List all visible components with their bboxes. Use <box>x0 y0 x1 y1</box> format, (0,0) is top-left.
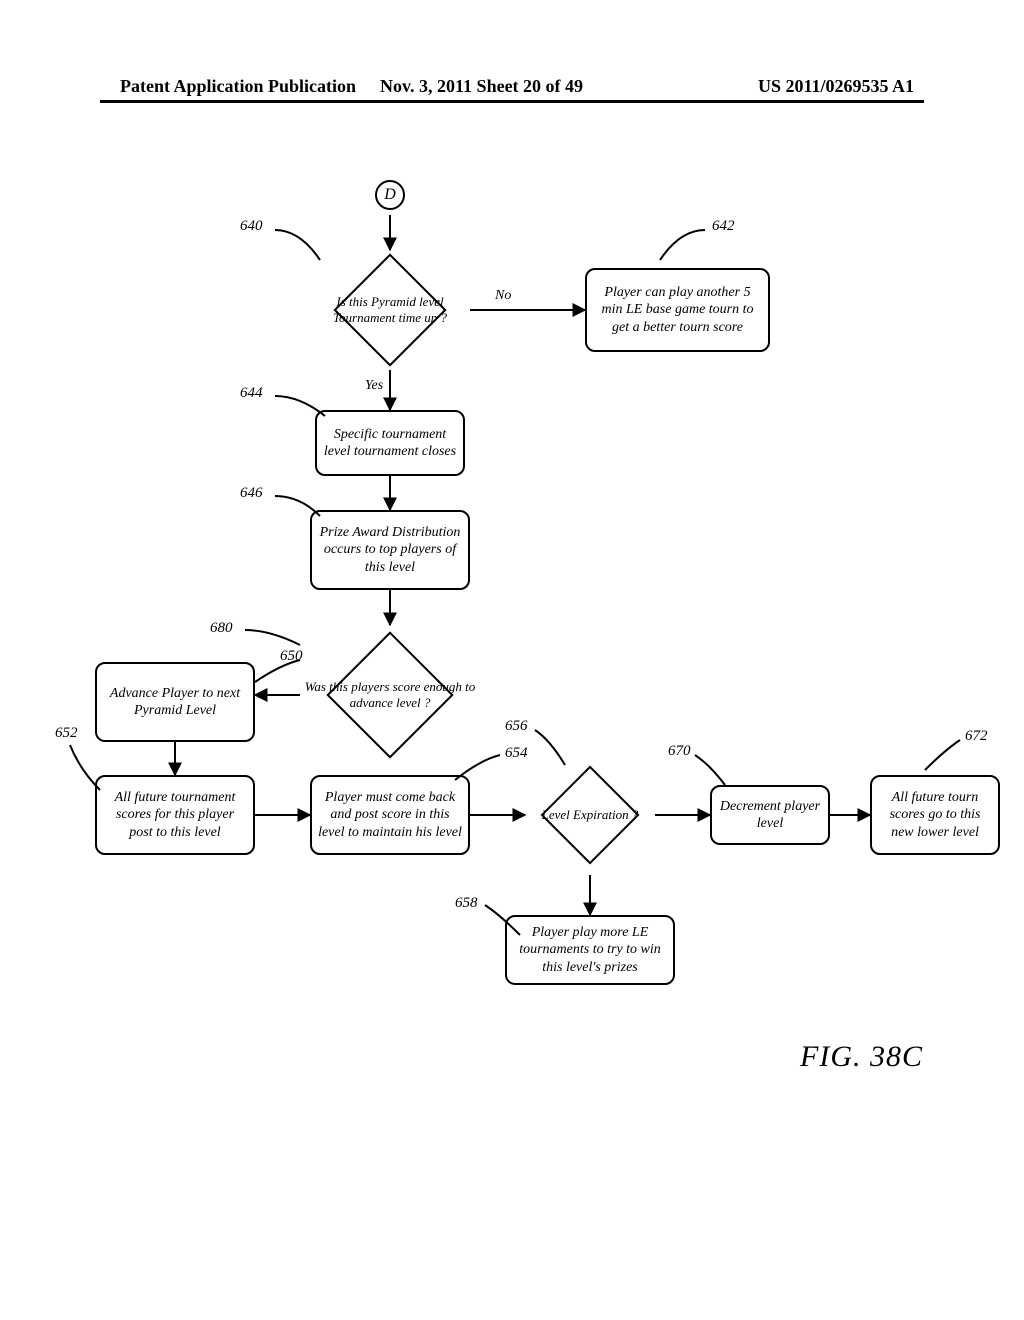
header-right: US 2011/0269535 A1 <box>758 76 914 97</box>
process-654: Player must come back and post score in … <box>310 775 470 855</box>
connector-d: D <box>375 180 405 210</box>
ref-644: 644 <box>240 385 263 402</box>
ref-672: 672 <box>965 728 988 745</box>
process-672: All future tourn scores go to this new l… <box>870 775 1000 855</box>
process-650-text: Advance Player to next Pyramid Level <box>103 685 247 720</box>
ref-658: 658 <box>455 895 478 912</box>
page-header: Patent Application Publication Nov. 3, 2… <box>0 76 1024 97</box>
process-670: Decrement player level <box>710 785 830 845</box>
ref-640: 640 <box>240 218 263 235</box>
decision-640-text: Is this Pyramid level Tournament time up… <box>310 294 470 325</box>
header-center: Nov. 3, 2011 Sheet 20 of 49 <box>380 76 583 97</box>
process-646: Prize Award Distribution occurs to top p… <box>310 510 470 590</box>
ref-656: 656 <box>505 718 528 735</box>
process-646-text: Prize Award Distribution occurs to top p… <box>318 524 462 577</box>
ref-642: 642 <box>712 218 735 235</box>
ref-680: 680 <box>210 620 233 637</box>
ref-646: 646 <box>240 485 263 502</box>
process-652-text: All future tournament scores for this pl… <box>103 789 247 842</box>
ref-670: 670 <box>668 743 691 760</box>
ref-650: 650 <box>280 648 303 665</box>
process-670-text: Decrement player level <box>718 798 822 833</box>
edge-label-yes-640: Yes <box>365 378 383 394</box>
process-644: Specific tournament level tournament clo… <box>315 410 465 476</box>
decision-680: Was this players score enough to advance… <box>300 625 480 765</box>
process-658: Player play more LE tournaments to try t… <box>505 915 675 985</box>
process-642: Player can play another 5 min LE base ga… <box>585 268 770 352</box>
edge-label-no-640: No <box>495 288 511 304</box>
connector-d-label: D <box>384 186 396 204</box>
process-652: All future tournament scores for this pl… <box>95 775 255 855</box>
process-642-text: Player can play another 5 min LE base ga… <box>593 284 762 337</box>
ref-652: 652 <box>55 725 78 742</box>
header-rule <box>100 100 924 103</box>
flowchart-fig-38c: D Is this Pyramid level Tournament time … <box>0 160 1024 1260</box>
decision-656: Level Expiration ? <box>525 755 655 875</box>
process-644-text: Specific tournament level tournament clo… <box>323 426 457 461</box>
process-650: Advance Player to next Pyramid Level <box>95 662 255 742</box>
decision-680-text: Was this players score enough to advance… <box>300 679 480 710</box>
process-672-text: All future tourn scores go to this new l… <box>878 789 992 842</box>
process-654-text: Player must come back and post score in … <box>318 789 462 842</box>
header-left: Patent Application Publication <box>120 76 356 97</box>
figure-label: FIG. 38C <box>800 1040 923 1074</box>
decision-656-text: Level Expiration ? <box>542 807 639 823</box>
decision-640: Is this Pyramid level Tournament time up… <box>310 250 470 370</box>
process-658-text: Player play more LE tournaments to try t… <box>513 924 667 977</box>
